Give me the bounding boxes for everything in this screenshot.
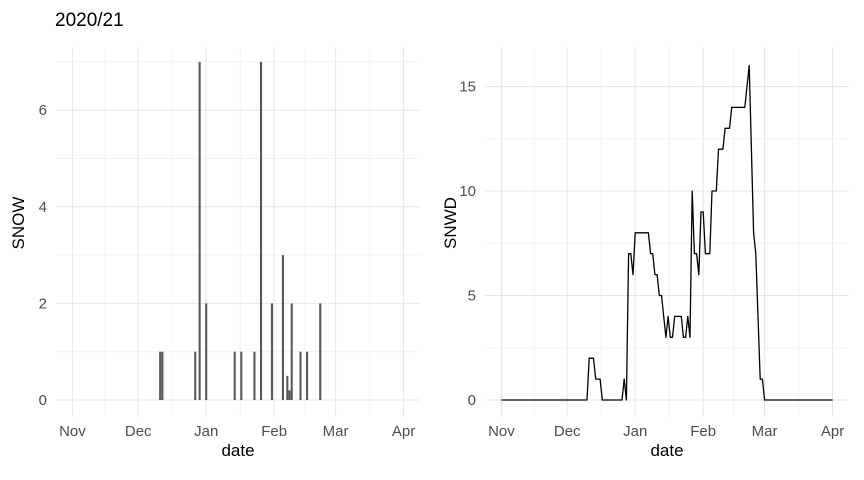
snow-bar xyxy=(306,351,309,400)
x-tick-label: Jan xyxy=(623,423,647,440)
y-tick-label: 0 xyxy=(468,392,476,409)
snwd-line-chart: Nov Dec Jan Feb Mar Apr 0 5 10 15 xyxy=(459,47,849,440)
snow-bar xyxy=(290,303,293,400)
snow-bar xyxy=(161,351,164,400)
snwd-line xyxy=(501,64,833,401)
x-axis-title-date-right: date xyxy=(650,441,684,460)
y-tick-label: 4 xyxy=(39,199,47,216)
snow-bar xyxy=(198,61,201,401)
x-tick-label: Mar xyxy=(752,423,778,440)
snow-bar xyxy=(299,351,302,400)
x-tick-label: Nov xyxy=(59,423,86,440)
snow-bar xyxy=(286,375,289,400)
snow-bar xyxy=(233,351,236,400)
x-tick-label: Apr xyxy=(392,423,415,440)
x-tick-label: Feb xyxy=(261,423,287,440)
y-axis-title-snow: SNOW xyxy=(9,196,28,250)
y-tick-label: 6 xyxy=(39,102,47,119)
snow-bar-chart: Nov Dec Jan Feb Mar Apr 0 2 4 6 xyxy=(39,47,420,440)
snow-bar xyxy=(240,351,243,400)
snow-bar xyxy=(194,351,197,400)
y-tick-label: 10 xyxy=(459,183,476,200)
x-tick-label: Apr xyxy=(821,423,844,440)
x-tick-label: Nov xyxy=(488,423,515,440)
x-tick-label: Dec xyxy=(554,423,581,440)
snow-bar xyxy=(281,255,285,400)
snow-bar xyxy=(288,390,291,400)
x-tick-label: Feb xyxy=(690,423,716,440)
y-tick-label: 5 xyxy=(468,288,476,305)
y-tick-label: 2 xyxy=(39,295,47,312)
x-tick-label: Mar xyxy=(323,423,349,440)
x-tick-label: Dec xyxy=(125,423,152,440)
y-tick-label: 0 xyxy=(39,392,47,409)
snow-bar xyxy=(270,303,274,400)
x-tick-label: Jan xyxy=(194,423,218,440)
plot-title: 2020/21 xyxy=(55,10,124,31)
snow-bar xyxy=(205,303,208,400)
y-axis-title-snwd: SNWD xyxy=(441,197,460,249)
x-axis-title-date-left: date xyxy=(221,441,255,460)
y-tick-label: 15 xyxy=(459,79,476,96)
snow-bar xyxy=(159,351,162,400)
snow-bar xyxy=(253,351,256,400)
snow-bar xyxy=(319,303,322,400)
snow-bar xyxy=(259,61,263,401)
